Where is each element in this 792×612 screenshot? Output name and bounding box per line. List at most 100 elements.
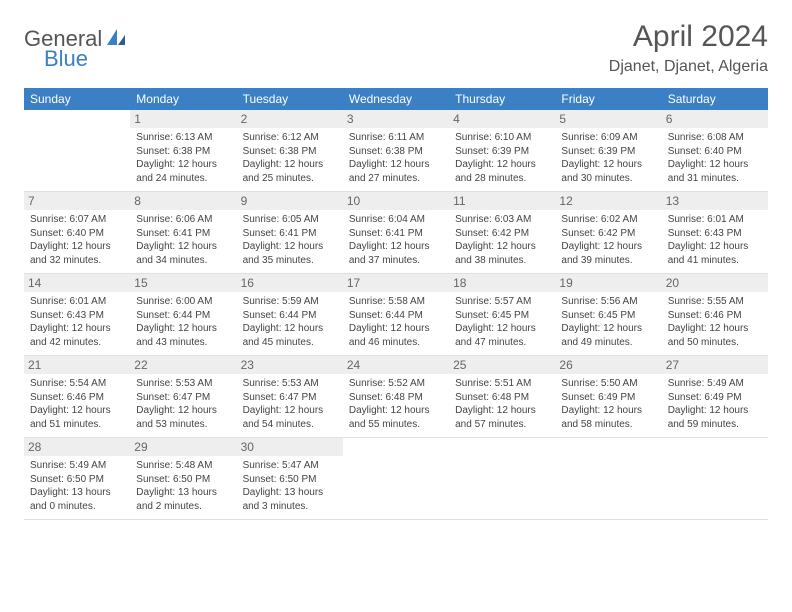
daylight-text: Daylight: 12 hours and 32 minutes.: [30, 240, 124, 267]
sunset-text: Sunset: 6:47 PM: [243, 391, 337, 405]
logo-sail-icon: [105, 27, 127, 52]
daylight-text: Daylight: 12 hours and 41 minutes.: [668, 240, 762, 267]
daylight-text: Daylight: 12 hours and 55 minutes.: [349, 404, 443, 431]
weekday-header-row: Sunday Monday Tuesday Wednesday Thursday…: [24, 88, 768, 110]
day-number: 25: [449, 356, 555, 374]
sunset-text: Sunset: 6:41 PM: [349, 227, 443, 241]
day-number: 26: [555, 356, 661, 374]
month-title: April 2024: [609, 20, 768, 54]
sunrise-text: Sunrise: 6:12 AM: [243, 131, 337, 145]
day-number: 6: [662, 110, 768, 128]
sunrise-text: Sunrise: 6:02 AM: [561, 213, 655, 227]
location-text: Djanet, Djanet, Algeria: [609, 58, 768, 76]
daylight-text: Daylight: 12 hours and 38 minutes.: [455, 240, 549, 267]
day-number: 4: [449, 110, 555, 128]
daylight-text: Daylight: 12 hours and 43 minutes.: [136, 322, 230, 349]
sunset-text: Sunset: 6:50 PM: [243, 473, 337, 487]
sunrise-text: Sunrise: 6:09 AM: [561, 131, 655, 145]
sunrise-text: Sunrise: 6:00 AM: [136, 295, 230, 309]
weekday-header: Wednesday: [343, 88, 449, 110]
day-cell: 27Sunrise: 5:49 AMSunset: 6:49 PMDayligh…: [662, 356, 768, 437]
day-cell: 26Sunrise: 5:50 AMSunset: 6:49 PMDayligh…: [555, 356, 661, 437]
day-cell: 10Sunrise: 6:04 AMSunset: 6:41 PMDayligh…: [343, 192, 449, 273]
daylight-text: Daylight: 12 hours and 34 minutes.: [136, 240, 230, 267]
sunrise-text: Sunrise: 5:56 AM: [561, 295, 655, 309]
sunset-text: Sunset: 6:42 PM: [455, 227, 549, 241]
sunset-text: Sunset: 6:44 PM: [243, 309, 337, 323]
daylight-text: Daylight: 12 hours and 24 minutes.: [136, 158, 230, 185]
sunset-text: Sunset: 6:40 PM: [668, 145, 762, 159]
daylight-text: Daylight: 12 hours and 39 minutes.: [561, 240, 655, 267]
day-cell: 6Sunrise: 6:08 AMSunset: 6:40 PMDaylight…: [662, 110, 768, 191]
sunset-text: Sunset: 6:43 PM: [668, 227, 762, 241]
day-number: 30: [237, 438, 343, 456]
day-cell: 25Sunrise: 5:51 AMSunset: 6:48 PMDayligh…: [449, 356, 555, 437]
sunrise-text: Sunrise: 5:51 AM: [455, 377, 549, 391]
sunset-text: Sunset: 6:41 PM: [243, 227, 337, 241]
daylight-text: Daylight: 12 hours and 51 minutes.: [30, 404, 124, 431]
day-cell: [24, 110, 130, 191]
day-number: 1: [130, 110, 236, 128]
daylight-text: Daylight: 12 hours and 47 minutes.: [455, 322, 549, 349]
day-number: 3: [343, 110, 449, 128]
day-cell: 12 Sunrise: 6:02 AMSunset: 6:42 PMDayligh…: [555, 192, 661, 273]
sunrise-text: Sunrise: 6:01 AM: [30, 295, 124, 309]
day-number: 5: [555, 110, 661, 128]
day-cell: 11 Sunrise: 6:03 AMSunset: 6:42 PMDayligh…: [449, 192, 555, 273]
day-number: 21: [24, 356, 130, 374]
week-row: 7Sunrise: 6:07 AMSunset: 6:40 PMDaylight…: [24, 192, 768, 274]
daylight-text: Daylight: 12 hours and 54 minutes.: [243, 404, 337, 431]
day-number: 15: [130, 274, 236, 292]
sunset-text: Sunset: 6:45 PM: [561, 309, 655, 323]
daylight-text: Daylight: 12 hours and 35 minutes.: [243, 240, 337, 267]
sunset-text: Sunset: 6:47 PM: [136, 391, 230, 405]
daylight-text: Daylight: 13 hours and 2 minutes.: [136, 486, 230, 513]
daylight-text: Daylight: 12 hours and 42 minutes.: [30, 322, 124, 349]
day-cell: 29Sunrise: 5:48 AMSunset: 6:50 PMDayligh…: [130, 438, 236, 519]
day-number: 16: [237, 274, 343, 292]
day-cell: 14Sunrise: 6:01 AMSunset: 6:43 PMDayligh…: [24, 274, 130, 355]
weekday-header: Sunday: [24, 88, 130, 110]
day-cell: 8Sunrise: 6:06 AMSunset: 6:41 PMDaylight…: [130, 192, 236, 273]
daylight-text: Daylight: 12 hours and 46 minutes.: [349, 322, 443, 349]
sunset-text: Sunset: 6:49 PM: [561, 391, 655, 405]
sunrise-text: Sunrise: 5:57 AM: [455, 295, 549, 309]
daylight-text: Daylight: 12 hours and 37 minutes.: [349, 240, 443, 267]
sunset-text: Sunset: 6:42 PM: [561, 227, 655, 241]
day-number: 12: [555, 192, 661, 210]
sunset-text: Sunset: 6:39 PM: [455, 145, 549, 159]
sunrise-text: Sunrise: 6:03 AM: [455, 213, 549, 227]
daylight-text: Daylight: 12 hours and 28 minutes.: [455, 158, 549, 185]
weekday-header: Saturday: [662, 88, 768, 110]
day-cell: 4 Sunrise: 6:10 AMSunset: 6:39 PMDaylight…: [449, 110, 555, 191]
week-row: 28Sunrise: 5:49 AMSunset: 6:50 PMDayligh…: [24, 438, 768, 520]
logo: General Blue: [24, 26, 127, 52]
day-number: 27: [662, 356, 768, 374]
sunrise-text: Sunrise: 6:05 AM: [243, 213, 337, 227]
day-number: 23: [237, 356, 343, 374]
sunrise-text: Sunrise: 5:54 AM: [30, 377, 124, 391]
day-cell: 22Sunrise: 5:53 AMSunset: 6:47 PMDayligh…: [130, 356, 236, 437]
sunset-text: Sunset: 6:38 PM: [349, 145, 443, 159]
day-cell: 9Sunrise: 6:05 AMSunset: 6:41 PMDaylight…: [237, 192, 343, 273]
day-cell: [449, 438, 555, 519]
weekday-header: Tuesday: [237, 88, 343, 110]
sunrise-text: Sunrise: 6:06 AM: [136, 213, 230, 227]
day-cell: 3Sunrise: 6:11 AMSunset: 6:38 PMDaylight…: [343, 110, 449, 191]
day-number: 29: [130, 438, 236, 456]
sunset-text: Sunset: 6:46 PM: [668, 309, 762, 323]
daylight-text: Daylight: 12 hours and 31 minutes.: [668, 158, 762, 185]
day-number: 11: [449, 192, 555, 210]
sunrise-text: Sunrise: 6:10 AM: [455, 131, 549, 145]
sunrise-text: Sunrise: 6:04 AM: [349, 213, 443, 227]
sunrise-text: Sunrise: 5:59 AM: [243, 295, 337, 309]
day-cell: [343, 438, 449, 519]
day-cell: [662, 438, 768, 519]
weekday-header: Thursday: [449, 88, 555, 110]
sunrise-text: Sunrise: 5:52 AM: [349, 377, 443, 391]
daylight-text: Daylight: 12 hours and 45 minutes.: [243, 322, 337, 349]
day-cell: [555, 438, 661, 519]
week-row: 21Sunrise: 5:54 AMSunset: 6:46 PMDayligh…: [24, 356, 768, 438]
sunrise-text: Sunrise: 5:58 AM: [349, 295, 443, 309]
day-cell: 15Sunrise: 6:00 AMSunset: 6:44 PMDayligh…: [130, 274, 236, 355]
